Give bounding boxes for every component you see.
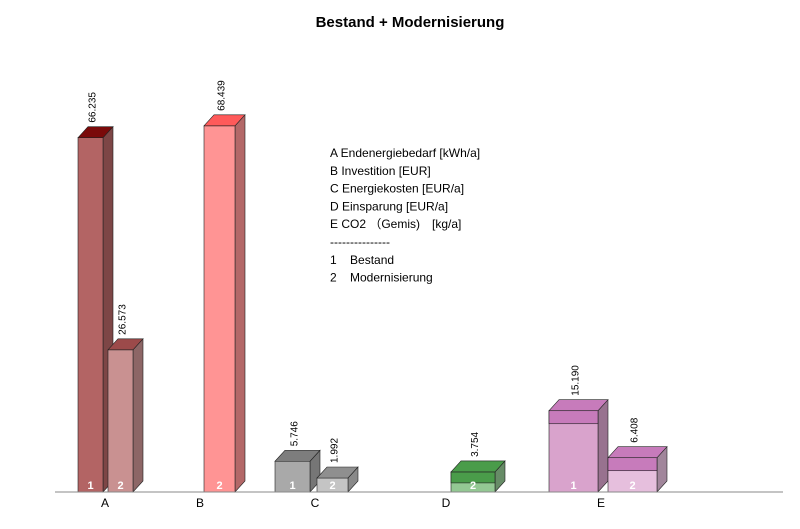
legend-line-6: --------------- <box>330 235 390 249</box>
bar-front-B2 <box>203 125 236 493</box>
bar-cap-E1 <box>548 410 599 425</box>
bar-front-A2 <box>107 349 134 493</box>
bar-E1: 15.190 1 <box>548 365 609 493</box>
value-label-C1: 5.746 <box>290 421 301 446</box>
legend: A Endenergiebedarf [kWh/a] B Investition … <box>330 146 480 285</box>
bar-top-B2 <box>203 114 246 127</box>
bar-side-A2 <box>132 338 144 493</box>
bar-top-E2 <box>607 446 668 459</box>
bar-top-D2 <box>450 460 506 473</box>
series-index-A2: 2 <box>117 480 123 492</box>
bar-C2: 1.992 2 <box>316 438 359 493</box>
bar-front-E1 <box>548 410 599 493</box>
value-label-E2: 6.408 <box>630 417 641 442</box>
legend-line-3: C Energiekosten [EUR/a] <box>330 182 464 196</box>
category-label-C: C <box>311 496 320 510</box>
bars-layer: 66.235126.573268.43925.74611.99223.75421… <box>77 80 668 493</box>
bar-top-A2 <box>107 338 144 351</box>
series-index-B2: 2 <box>216 480 222 492</box>
category-label-B: B <box>196 496 204 510</box>
category-labels: A B C D E <box>101 496 605 510</box>
value-label-A1: 66.235 <box>88 92 99 123</box>
series-index-E2: 2 <box>629 480 635 492</box>
bar-top-E1 <box>548 399 609 412</box>
value-label-A2: 26.573 <box>118 304 129 335</box>
bar-D2: 3.754 2 <box>450 431 506 493</box>
legend-line-7: 1 Bestand <box>330 253 394 267</box>
chart-title: Bestand + Modernisierung <box>316 14 505 31</box>
series-index-C1: 1 <box>289 480 295 492</box>
bar-side-B2 <box>234 114 246 493</box>
series-index-C2: 2 <box>329 480 335 492</box>
value-label-E1: 15.190 <box>571 365 582 396</box>
bar-cap-E2 <box>607 457 658 472</box>
bar-top-C2 <box>316 466 359 479</box>
bar-A2: 26.573 2 <box>107 304 144 493</box>
category-label-D: D <box>442 496 451 510</box>
value-label-C2: 1.992 <box>330 438 341 463</box>
category-label-E: E <box>597 496 605 510</box>
bar-front-A1 <box>77 137 104 493</box>
bar-A1: 66.235 1 <box>77 92 114 493</box>
legend-line-8: 2 Modernisierung <box>330 271 433 285</box>
legend-line-4: D Einsparung [EUR/a] <box>330 199 448 213</box>
bar-E2: 6.408 2 <box>607 417 668 493</box>
legend-line-5: E CO2 （Gemis) [kg/a] <box>330 217 461 231</box>
bar-C1: 5.746 1 <box>274 421 321 493</box>
legend-line-1: A Endenergiebedarf [kWh/a] <box>330 146 480 160</box>
bar-side-E1 <box>597 398 609 493</box>
series-index-E1: 1 <box>570 480 576 492</box>
category-label-A: A <box>101 496 109 510</box>
value-label-B2: 68.439 <box>217 80 228 111</box>
series-index-A1: 1 <box>87 480 93 492</box>
bar-top-C1 <box>274 449 321 462</box>
bar-B2: 68.439 2 <box>203 80 246 493</box>
bar-top-A1 <box>77 126 114 138</box>
series-index-D2: 2 <box>470 480 476 492</box>
value-label-D2: 3.754 <box>470 431 481 456</box>
legend-line-2: B Investition [EUR] <box>330 164 431 178</box>
